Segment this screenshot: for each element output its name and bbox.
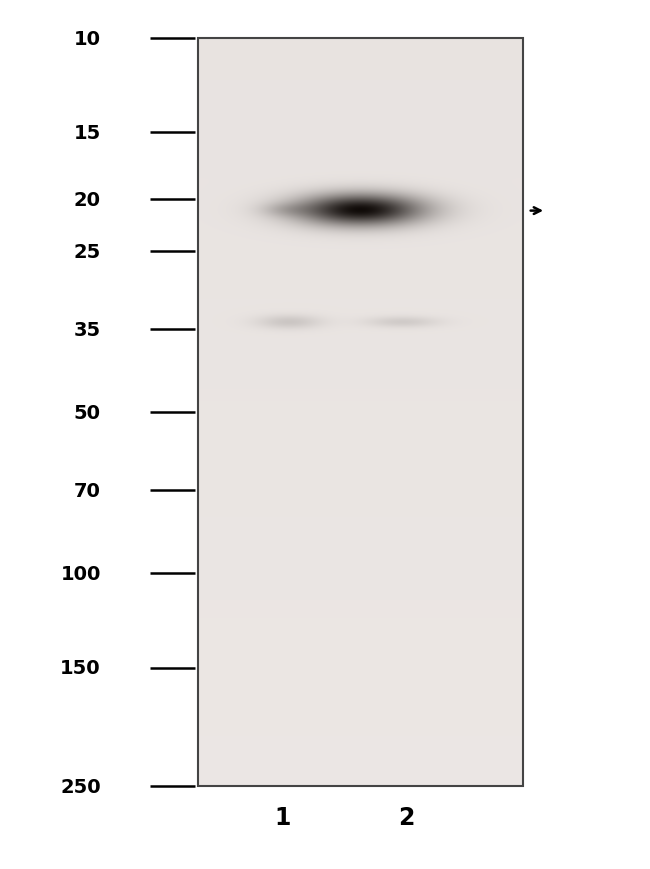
Text: 1: 1 [274,805,291,829]
Text: 35: 35 [73,321,101,340]
Text: 100: 100 [60,564,101,583]
Text: 50: 50 [73,403,101,422]
Text: 70: 70 [74,481,101,501]
Text: 2: 2 [398,805,415,829]
Text: 25: 25 [73,242,101,262]
Text: 250: 250 [60,777,101,796]
Text: 15: 15 [73,123,101,143]
Bar [198,39,523,786]
Text: 150: 150 [60,659,101,677]
Text: 10: 10 [73,30,101,49]
Text: 20: 20 [73,190,101,209]
